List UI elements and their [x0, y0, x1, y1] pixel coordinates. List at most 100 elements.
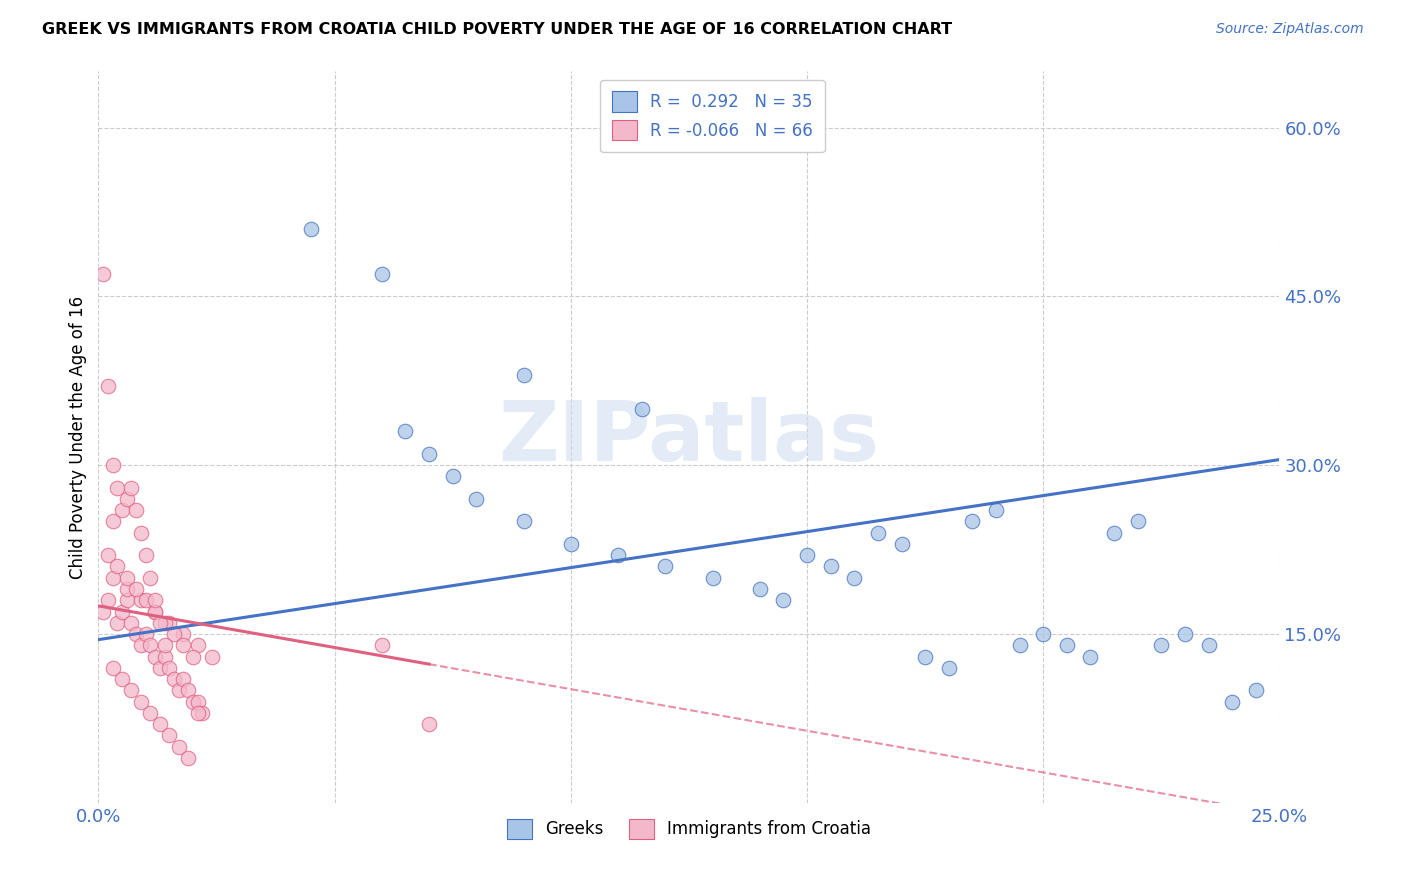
- Point: [125, 503, 148, 517]
- Point: [101, 458, 124, 473]
- Point: [101, 571, 124, 585]
- Point: [105, 615, 128, 630]
- Point: [1198, 638, 1220, 652]
- Point: [820, 559, 842, 574]
- Text: GREEK VS IMMIGRANTS FROM CROATIA CHILD POVERTY UNDER THE AGE OF 16 CORRELATION C: GREEK VS IMMIGRANTS FROM CROATIA CHILD P…: [42, 22, 952, 37]
- Point: [181, 649, 204, 664]
- Point: [139, 638, 162, 652]
- Point: [167, 683, 190, 698]
- Point: [748, 582, 770, 596]
- Point: [772, 593, 794, 607]
- Point: [796, 548, 818, 562]
- Point: [560, 537, 582, 551]
- Point: [143, 649, 166, 664]
- Point: [115, 593, 138, 607]
- Point: [121, 683, 143, 698]
- Point: [149, 661, 172, 675]
- Point: [135, 627, 157, 641]
- Point: [177, 683, 200, 698]
- Point: [702, 571, 724, 585]
- Point: [101, 661, 124, 675]
- Point: [153, 615, 176, 630]
- Point: [97, 379, 120, 393]
- Point: [201, 649, 224, 664]
- Point: [111, 503, 134, 517]
- Point: [121, 615, 143, 630]
- Point: [1126, 515, 1149, 529]
- Point: [135, 593, 157, 607]
- Point: [121, 481, 143, 495]
- Point: [914, 649, 936, 664]
- Point: [143, 605, 166, 619]
- Legend: Greeks, Immigrants from Croatia: Greeks, Immigrants from Croatia: [501, 812, 877, 846]
- Point: [157, 661, 180, 675]
- Point: [129, 525, 152, 540]
- Point: [465, 491, 488, 506]
- Point: [163, 627, 186, 641]
- Point: [299, 222, 322, 236]
- Point: [115, 491, 138, 506]
- Point: [115, 571, 138, 585]
- Point: [111, 605, 134, 619]
- Point: [153, 649, 176, 664]
- Point: [129, 593, 152, 607]
- Point: [172, 638, 194, 652]
- Point: [129, 638, 152, 652]
- Point: [149, 717, 172, 731]
- Point: [167, 739, 190, 754]
- Point: [105, 559, 128, 574]
- Point: [1032, 627, 1054, 641]
- Point: [418, 717, 440, 731]
- Point: [101, 515, 124, 529]
- Point: [1174, 627, 1197, 641]
- Point: [172, 672, 194, 686]
- Point: [172, 627, 194, 641]
- Point: [143, 593, 166, 607]
- Point: [135, 548, 157, 562]
- Point: [371, 638, 394, 652]
- Point: [97, 548, 120, 562]
- Point: [1102, 525, 1125, 540]
- Point: [157, 728, 180, 742]
- Point: [125, 627, 148, 641]
- Point: [157, 615, 180, 630]
- Point: [938, 661, 960, 675]
- Point: [187, 706, 209, 720]
- Point: [129, 694, 152, 708]
- Point: [654, 559, 676, 574]
- Point: [163, 672, 186, 686]
- Point: [91, 267, 114, 281]
- Point: [111, 672, 134, 686]
- Point: [844, 571, 866, 585]
- Point: [1150, 638, 1173, 652]
- Point: [512, 368, 534, 383]
- Point: [139, 706, 162, 720]
- Point: [630, 401, 652, 416]
- Point: [149, 615, 172, 630]
- Point: [1244, 683, 1267, 698]
- Point: [371, 267, 394, 281]
- Point: [153, 638, 176, 652]
- Point: [139, 571, 162, 585]
- Point: [512, 515, 534, 529]
- Point: [177, 751, 200, 765]
- Point: [181, 694, 204, 708]
- Point: [1080, 649, 1102, 664]
- Point: [441, 469, 464, 483]
- Text: ZIPatlas: ZIPatlas: [499, 397, 879, 477]
- Point: [394, 425, 416, 439]
- Y-axis label: Child Poverty Under the Age of 16: Child Poverty Under the Age of 16: [69, 295, 87, 579]
- Point: [607, 548, 630, 562]
- Point: [125, 582, 148, 596]
- Point: [890, 537, 912, 551]
- Point: [143, 605, 166, 619]
- Point: [1220, 694, 1243, 708]
- Point: [105, 481, 128, 495]
- Point: [418, 447, 440, 461]
- Point: [91, 605, 114, 619]
- Point: [866, 525, 889, 540]
- Point: [984, 503, 1007, 517]
- Point: [962, 515, 984, 529]
- Point: [191, 706, 214, 720]
- Point: [97, 593, 120, 607]
